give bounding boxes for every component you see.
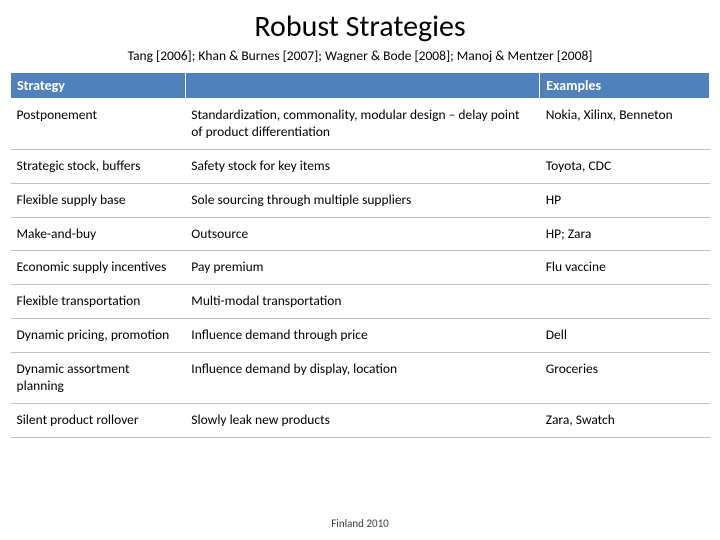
cell-description: Influence demand by display, location	[185, 353, 539, 404]
cell-description: Safety stock for key items	[185, 149, 539, 183]
table-header-row: Strategy Examples	[11, 73, 710, 99]
cell-strategy: Flexible transportation	[11, 285, 186, 319]
cell-description: Influence demand through price	[185, 319, 539, 353]
cell-examples: HP; Zara	[540, 217, 710, 251]
cell-examples	[540, 285, 710, 319]
col-header-strategy: Strategy	[11, 73, 186, 99]
cell-examples: Nokia, Xilinx, Benneton	[540, 99, 710, 150]
cell-examples: HP	[540, 183, 710, 217]
cell-description: Multi-modal transportation	[185, 285, 539, 319]
page-title: Robust Strategies	[0, 0, 720, 47]
table-body: Postponement Standardization, commonalit…	[11, 99, 710, 438]
table-row: Dynamic assortment planning Influence de…	[11, 353, 710, 404]
cell-strategy: Strategic stock, buffers	[11, 149, 186, 183]
footer-text: Finland 2010	[0, 517, 720, 530]
cell-strategy: Dynamic pricing, promotion	[11, 319, 186, 353]
cell-description: Outsource	[185, 217, 539, 251]
cell-examples: Zara, Swatch	[540, 403, 710, 437]
cell-description: Pay premium	[185, 251, 539, 285]
table-row: Strategic stock, buffers Safety stock fo…	[11, 149, 710, 183]
table-row: Postponement Standardization, commonalit…	[11, 99, 710, 150]
cell-description: Slowly leak new products	[185, 403, 539, 437]
cell-strategy: Postponement	[11, 99, 186, 150]
cell-strategy: Make-and-buy	[11, 217, 186, 251]
table-row: Flexible transportation Multi-modal tran…	[11, 285, 710, 319]
cell-examples: Dell	[540, 319, 710, 353]
table-row: Make-and-buy Outsource HP; Zara	[11, 217, 710, 251]
cell-strategy: Silent product rollover	[11, 403, 186, 437]
cell-examples: Groceries	[540, 353, 710, 404]
cell-description: Standardization, commonality, modular de…	[185, 99, 539, 150]
cell-description: Sole sourcing through multiple suppliers	[185, 183, 539, 217]
col-header-blank	[185, 73, 539, 99]
table-row: Silent product rollover Slowly leak new …	[11, 403, 710, 437]
table-row: Dynamic pricing, promotion Influence dem…	[11, 319, 710, 353]
cell-strategy: Economic supply incentives	[11, 251, 186, 285]
col-header-examples: Examples	[540, 73, 710, 99]
table-row: Flexible supply base Sole sourcing throu…	[11, 183, 710, 217]
cell-examples: Flu vaccine	[540, 251, 710, 285]
cell-examples: Toyota, CDC	[540, 149, 710, 183]
strategies-table: Strategy Examples Postponement Standardi…	[10, 72, 710, 438]
table-row: Economic supply incentives Pay premium F…	[11, 251, 710, 285]
cell-strategy: Flexible supply base	[11, 183, 186, 217]
cell-strategy: Dynamic assortment planning	[11, 353, 186, 404]
citation-subtitle: Tang [2006]; Khan & Burnes [2007]; Wagne…	[0, 47, 720, 72]
